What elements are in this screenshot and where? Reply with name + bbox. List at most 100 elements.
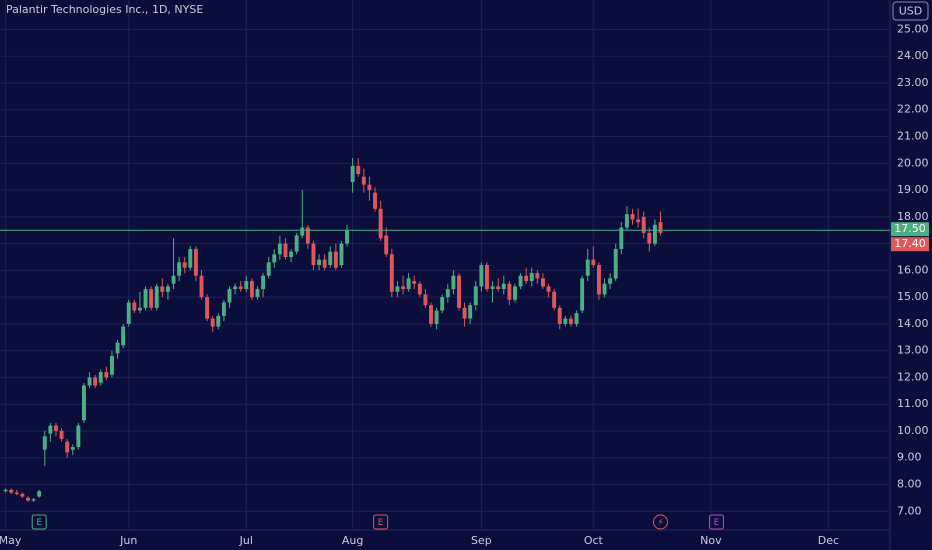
currency-label[interactable]: USD [899,5,923,18]
candle-body [496,286,501,290]
candle-body [149,289,154,308]
y-tick-label: 10.00 [897,424,929,437]
candle-body [468,305,473,319]
candle-body [378,208,383,239]
candle-body [440,297,445,311]
candle-body [54,425,58,431]
candle-body [216,315,221,327]
y-tick-label: 14.00 [897,317,929,330]
close-tag [891,237,929,252]
event-label: E [36,518,42,528]
candle-body [277,243,282,255]
candle-body [580,278,585,311]
candle-body [305,227,310,244]
candle-body [585,259,590,276]
candle-body [367,184,372,191]
y-tick-label: 7.00 [897,504,922,517]
candle-body [445,289,450,298]
currency-button[interactable] [892,1,929,21]
candle-body [389,254,394,292]
candle-body [401,286,405,290]
candle-body [652,224,657,244]
candle-body [317,259,322,265]
candle-body [37,491,42,497]
candle-body [529,273,534,282]
candle-body [93,377,98,386]
candle-body [535,273,540,279]
candle-body [171,275,176,284]
candle-body [137,307,142,311]
candle-body [574,313,579,324]
candle-body [9,489,14,493]
x-tick-label: Aug [342,534,363,547]
y-tick-label: 22.00 [897,103,929,116]
y-tick-label: 15.00 [897,290,929,303]
candle-body [244,281,249,290]
y-tick-label: 11.00 [897,397,929,410]
candle-body [417,283,422,295]
candle-body [266,262,271,276]
candle-body [227,289,232,303]
x-tick-label: Sep [471,534,492,547]
candle-body [384,235,389,255]
candle-body [339,243,344,265]
x-tick-label: Nov [700,534,722,547]
candle-body [233,286,238,290]
y-tick-label: 18.00 [897,210,929,223]
candle-body [42,436,47,450]
candle-body [647,232,652,244]
candle-body [345,230,350,244]
candle-body [311,243,316,265]
candle-body [636,219,641,223]
candle-body [457,275,461,308]
event-marker [31,514,47,530]
candle-body [104,372,109,378]
event-label: E [714,518,720,528]
candle-body [199,275,204,298]
candle-body [524,275,529,282]
candle-body [205,297,210,319]
candle-body [177,262,182,276]
candle-body [406,278,411,290]
candle-body [630,214,635,220]
y-tick-label: 9.00 [897,451,922,464]
y-tick-label: 25.00 [897,22,929,35]
candle-body [82,385,86,421]
close-tag-label: 17.40 [894,237,926,250]
candle-body [221,302,226,316]
candle-body [65,441,70,453]
candle-body [261,275,266,290]
y-tick-label: 16.00 [897,263,929,276]
candle-body [501,283,506,290]
y-tick-label: 24.00 [897,49,929,62]
candle-body [182,262,187,268]
event-marker [708,514,724,530]
candle-body [356,165,361,174]
candle-body [59,430,64,439]
candle-body [412,281,417,284]
chart-title: Palantir Technologies Inc., 1D, NYSE [6,3,203,16]
candle-body [490,286,495,290]
candle-body [255,289,260,298]
candle-body [333,251,338,268]
candle-body [154,286,159,308]
candle-body [3,489,8,492]
candle-body [121,326,126,346]
x-tick-label: Dec [818,534,839,547]
candle-body [518,275,523,287]
candle-body [132,302,137,311]
candle-body [507,283,512,300]
candle-body [568,318,573,324]
candle-body [451,275,456,290]
candle-body [160,286,165,292]
candle-body [624,214,629,228]
candle-body [485,265,489,290]
candle-body [126,302,131,324]
candle-body [98,372,103,383]
event-marker [653,514,669,530]
event-label: E [378,518,384,528]
price-tag-label: 17.50 [894,222,926,235]
